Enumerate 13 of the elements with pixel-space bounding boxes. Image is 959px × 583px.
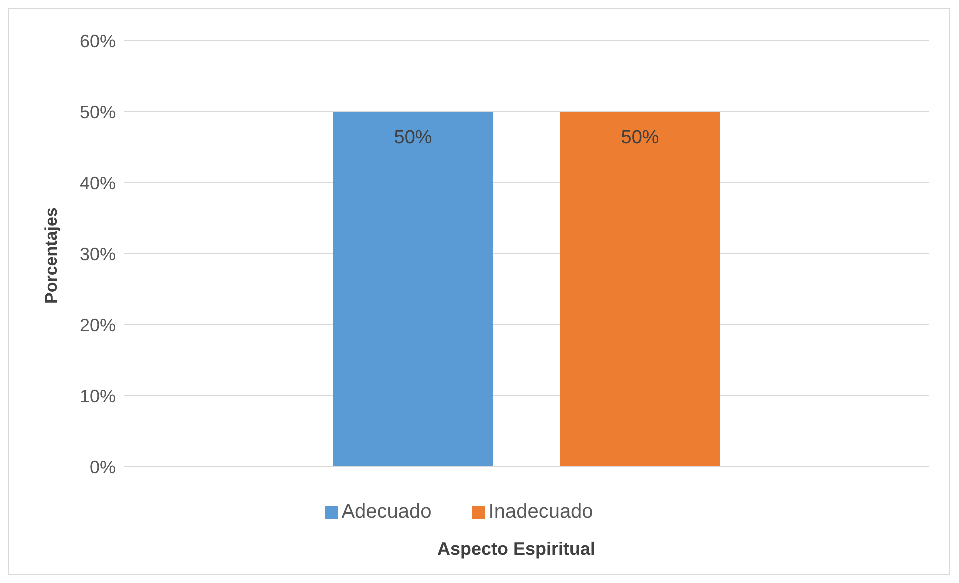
y-tick-label: 50% — [80, 102, 116, 122]
y-axis-title: Porcentajes — [42, 208, 62, 304]
y-tick-label: 30% — [80, 244, 116, 264]
data-label: 50% — [394, 127, 432, 148]
y-tick-label: 10% — [80, 386, 116, 406]
x-axis-title: Aspecto Espiritual — [436, 539, 597, 560]
y-tick-label: 60% — [80, 31, 116, 52]
legend-label: Adecuado — [342, 501, 432, 523]
legend-label: Inadecuado — [488, 501, 594, 523]
data-label: 50% — [621, 127, 660, 148]
y-tick-label: 0% — [90, 457, 116, 478]
y-tick-label: 40% — [80, 173, 116, 194]
y-tick-label: 20% — [80, 315, 116, 336]
